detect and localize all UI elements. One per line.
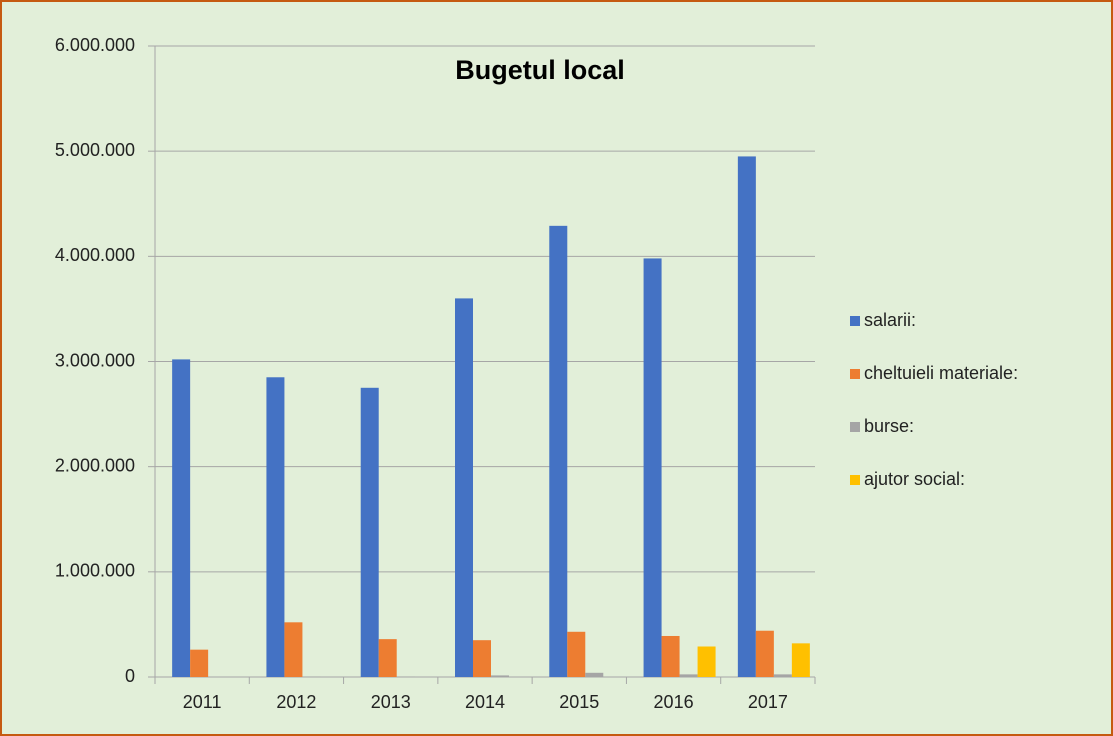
- bar: [455, 298, 473, 677]
- legend-swatch: [850, 369, 860, 379]
- legend-swatch: [850, 316, 860, 326]
- bar: [549, 225, 568, 677]
- x-tick-label: 2013: [371, 692, 411, 712]
- legend-label: salarii:: [864, 310, 916, 330]
- x-tick-label: 2015: [559, 692, 599, 712]
- y-tick-label: 5.000.000: [55, 140, 135, 160]
- bar: [661, 635, 680, 677]
- bar: [266, 377, 285, 677]
- bar: [567, 631, 586, 677]
- x-tick-label: 2017: [748, 692, 788, 712]
- legend-label: burse:: [864, 416, 914, 436]
- chart-title: Bugetul local: [455, 55, 625, 85]
- bar: [172, 359, 191, 677]
- bar: [737, 156, 756, 678]
- legend-label: cheltuieli materiale:: [864, 363, 1018, 383]
- bar: [190, 649, 209, 677]
- y-tick-label: 0: [125, 666, 135, 686]
- legend-label: ajutor social:: [864, 469, 965, 489]
- bar: [643, 258, 662, 677]
- x-tick-label: 2016: [654, 692, 694, 712]
- y-tick-label: 4.000.000: [55, 245, 135, 265]
- bar: [679, 674, 698, 677]
- bar: [378, 639, 397, 677]
- bar: [773, 674, 792, 677]
- y-tick-label: 1.000.000: [55, 561, 135, 581]
- legend-swatch: [850, 475, 860, 485]
- y-tick-label: 3.000.000: [55, 350, 135, 370]
- legend-swatch: [850, 422, 860, 432]
- bar: [585, 672, 604, 677]
- y-tick-label: 6.000.000: [55, 35, 135, 55]
- bar: [697, 646, 716, 677]
- x-tick-label: 2014: [465, 692, 505, 712]
- y-tick-label: 2.000.000: [55, 455, 135, 475]
- bar: [302, 676, 321, 677]
- bar: [791, 643, 810, 677]
- bar: [360, 387, 379, 677]
- bar: [755, 630, 774, 677]
- bar: [284, 622, 303, 677]
- bar: [396, 676, 415, 677]
- bar: [491, 675, 509, 677]
- bar: [473, 640, 491, 677]
- x-tick-label: 2011: [183, 692, 222, 712]
- x-tick-label: 2012: [276, 692, 316, 712]
